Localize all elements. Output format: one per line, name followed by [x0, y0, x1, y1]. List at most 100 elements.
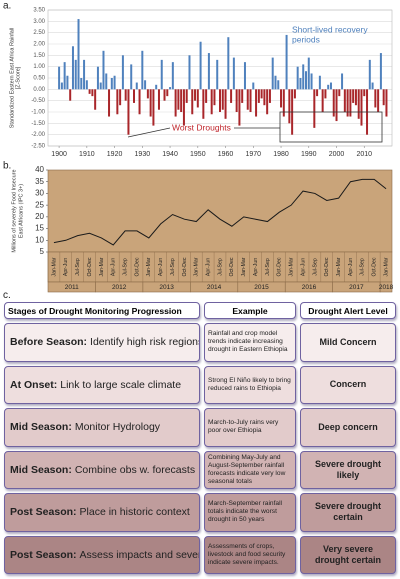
bar	[135, 82, 138, 90]
x-tick-label: Apr-Jun	[111, 258, 117, 276]
bar	[110, 78, 113, 90]
bar	[257, 89, 260, 103]
bar	[152, 89, 155, 126]
x-tick-label: Jul-Sep	[75, 258, 81, 276]
y-tick-label: 2.00	[33, 42, 45, 48]
bar	[313, 89, 316, 128]
y-tick-label: 1.00	[33, 64, 45, 70]
x-tick-label: Apr-Jun	[158, 258, 164, 276]
bar	[121, 55, 124, 90]
bar	[377, 89, 380, 112]
bar	[157, 89, 160, 110]
bar	[155, 84, 158, 90]
bar	[293, 89, 296, 99]
stage-cell: Mid Season: Monitor Hydrology	[4, 408, 200, 447]
year-label: 2013	[159, 284, 174, 291]
x-tick-label: Jan-Mar	[336, 257, 342, 276]
bar	[58, 66, 61, 90]
bar	[352, 89, 355, 103]
bar	[385, 89, 388, 117]
bar	[133, 89, 135, 103]
x-tick-label: Jul-Sep	[360, 258, 366, 276]
year-label: 2011	[65, 284, 79, 291]
bar	[260, 89, 263, 99]
line	[53, 178, 387, 246]
y-tick-label: 15	[35, 224, 44, 233]
x-tick-label: 1920	[107, 151, 123, 158]
y-tick-label: -2.00	[31, 132, 45, 138]
y-tick-label: 0.00	[33, 87, 45, 93]
bar	[180, 89, 183, 112]
bar	[360, 89, 363, 126]
bar	[255, 89, 258, 117]
x-tick-label: 1960	[218, 151, 234, 158]
bar	[194, 89, 197, 101]
bar	[354, 89, 357, 106]
y-tick-label: 3.00	[33, 19, 45, 25]
y-axis-label: Millions of severely Food Insecure	[11, 169, 17, 252]
bar	[88, 89, 91, 94]
bar	[174, 89, 177, 117]
level-cell: Mild Concern	[300, 323, 396, 362]
x-tick-label: Oct-Dec	[134, 257, 140, 276]
bar	[232, 57, 235, 90]
x-tick-label: Jan-Mar	[194, 257, 200, 276]
x-tick-label: 1940	[162, 151, 178, 158]
x-tick-label: Jan-Mar	[241, 257, 247, 276]
level-cell: Severe drought likely	[300, 450, 396, 489]
level-cell: Deep concern	[300, 408, 396, 447]
x-tick-label: Oct-Dec	[87, 257, 93, 276]
stage-name: Mid Season:	[10, 421, 72, 434]
bar	[113, 75, 116, 90]
bar	[219, 89, 221, 112]
bar	[379, 53, 382, 90]
year-label: 2014	[207, 284, 222, 291]
bar	[144, 80, 147, 90]
y-axis-label: East Africans (IPC 3+)	[18, 184, 24, 238]
example-cell: March-September rainfall totals indicate…	[204, 493, 296, 532]
x-tick-label: 2010	[356, 151, 372, 158]
level-cell: Concern	[300, 365, 396, 404]
bar	[60, 82, 63, 90]
bar	[268, 89, 271, 103]
bar	[216, 59, 219, 90]
y-tick-label: -0.50	[31, 98, 45, 104]
x-tick-label: Oct-Dec	[182, 257, 188, 276]
bar	[141, 50, 144, 90]
y-tick-label: 1.50	[33, 53, 45, 59]
bar	[235, 89, 238, 112]
bar	[329, 82, 332, 90]
stage-cell: Before Season: Identify high risk regions	[4, 323, 200, 362]
panel-label: a.	[3, 1, 11, 12]
y-tick-label: 10	[35, 235, 44, 244]
bar	[130, 64, 133, 90]
bar	[196, 89, 199, 108]
y-tick-label: 40	[35, 165, 44, 174]
bar	[280, 89, 283, 108]
x-tick-label: 1910	[79, 151, 95, 158]
bar	[71, 46, 74, 90]
bar	[105, 73, 108, 90]
stage-task: Place in historic context	[79, 506, 190, 519]
bar	[94, 89, 97, 110]
bar	[346, 89, 349, 117]
bar	[282, 89, 285, 117]
bar	[316, 89, 319, 97]
bar	[318, 75, 321, 90]
y-tick-label: 5	[40, 247, 45, 256]
y-tick-label: 20	[35, 212, 44, 221]
y-axis-label: Standardized Eastern East Africa Rainfal…	[9, 28, 15, 129]
bar	[169, 87, 172, 90]
bar	[338, 89, 341, 97]
bar	[277, 80, 280, 90]
x-tick-label: Oct-Dec	[277, 257, 283, 276]
bar	[243, 62, 246, 90]
stage-task: Assess impacts and severity	[79, 548, 200, 561]
x-tick-label: Apr-Jun	[63, 258, 69, 276]
stage-text: Before Season: Identify high risk regions	[10, 336, 199, 348]
x-tick-label: 1900	[51, 151, 67, 158]
bar	[188, 55, 191, 90]
bar	[221, 89, 224, 110]
example-cell: March-to-July rains very poor over Ethio…	[204, 408, 296, 447]
bar	[288, 89, 291, 124]
